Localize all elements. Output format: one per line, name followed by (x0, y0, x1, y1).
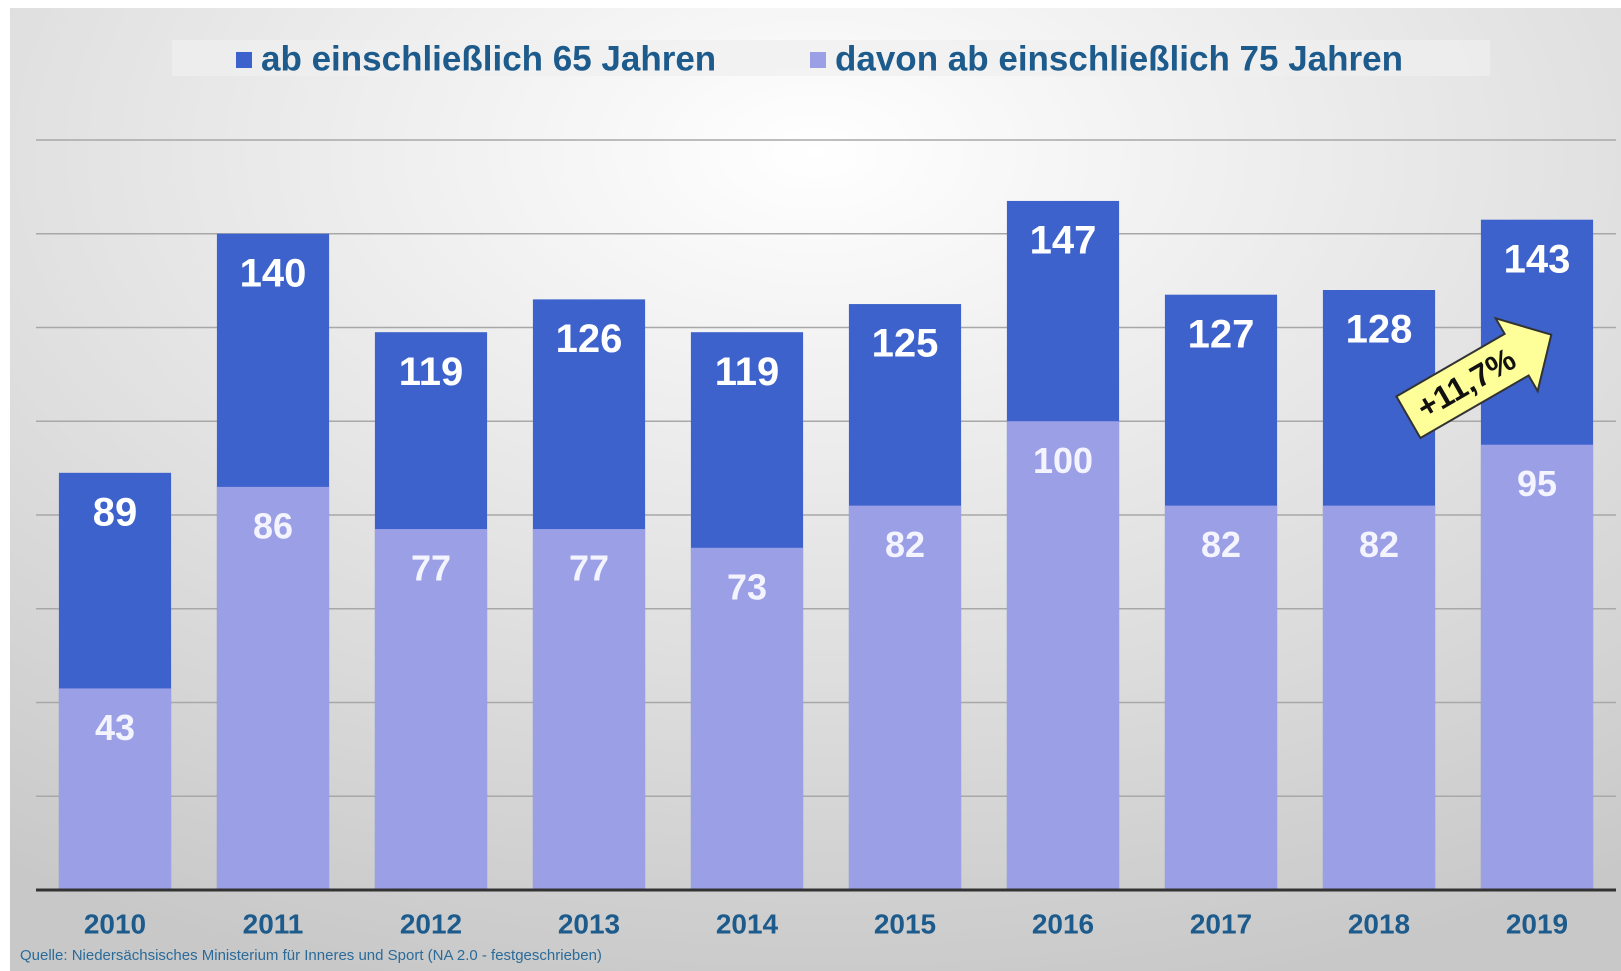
value-label: 43 (95, 707, 135, 748)
x-tick-label: 2017 (1190, 908, 1252, 939)
bar (216, 486, 330, 890)
value-label: 95 (1517, 463, 1557, 504)
legend-box (172, 40, 1490, 76)
value-label: 143 (1504, 237, 1571, 281)
value-label: 126 (556, 317, 623, 361)
x-tick-label: 2018 (1348, 908, 1410, 939)
bar (1164, 505, 1278, 890)
value-label: 127 (1188, 312, 1255, 356)
legend-marker (810, 52, 826, 68)
value-label: 119 (715, 350, 780, 394)
value-label: 100 (1033, 440, 1093, 481)
value-label: 86 (253, 505, 293, 546)
value-label: 128 (1346, 308, 1413, 352)
value-label: 147 (1030, 219, 1097, 263)
x-tick-label: 2015 (874, 908, 936, 939)
value-label: 77 (411, 548, 451, 589)
x-tick-label: 2013 (558, 908, 620, 939)
bar (1322, 505, 1436, 890)
x-tick-label: 2019 (1506, 908, 1568, 939)
x-tick-label: 2010 (84, 908, 146, 939)
value-label: 82 (885, 524, 925, 565)
value-label: 89 (93, 490, 138, 534)
x-tick-label: 2011 (243, 908, 304, 939)
legend-label: davon ab einschließlich 75 Jahren (835, 39, 1403, 78)
value-label: 82 (1201, 524, 1241, 565)
value-label: 77 (569, 548, 609, 589)
source: Quelle: Niedersächsisches Ministerium fü… (20, 947, 602, 964)
value-label: 125 (872, 322, 939, 366)
bar (374, 529, 488, 890)
value-label: 73 (727, 566, 767, 607)
bar (1480, 444, 1594, 890)
bar (690, 547, 804, 890)
bar (1006, 421, 1120, 890)
bar (532, 529, 646, 890)
value-label: 82 (1359, 524, 1399, 565)
annotation-arrow (1395, 316, 1553, 440)
value-label: 119 (399, 350, 464, 394)
x-tick-label: 2014 (716, 908, 779, 939)
value-label: 140 (240, 251, 307, 295)
legend-marker (236, 52, 252, 68)
x-tick-label: 2012 (400, 908, 462, 939)
bar (58, 688, 172, 890)
x-tick-label: 2016 (1032, 908, 1094, 939)
bar (848, 505, 962, 890)
legend-label: ab einschließlich 65 Jahren (261, 39, 716, 78)
